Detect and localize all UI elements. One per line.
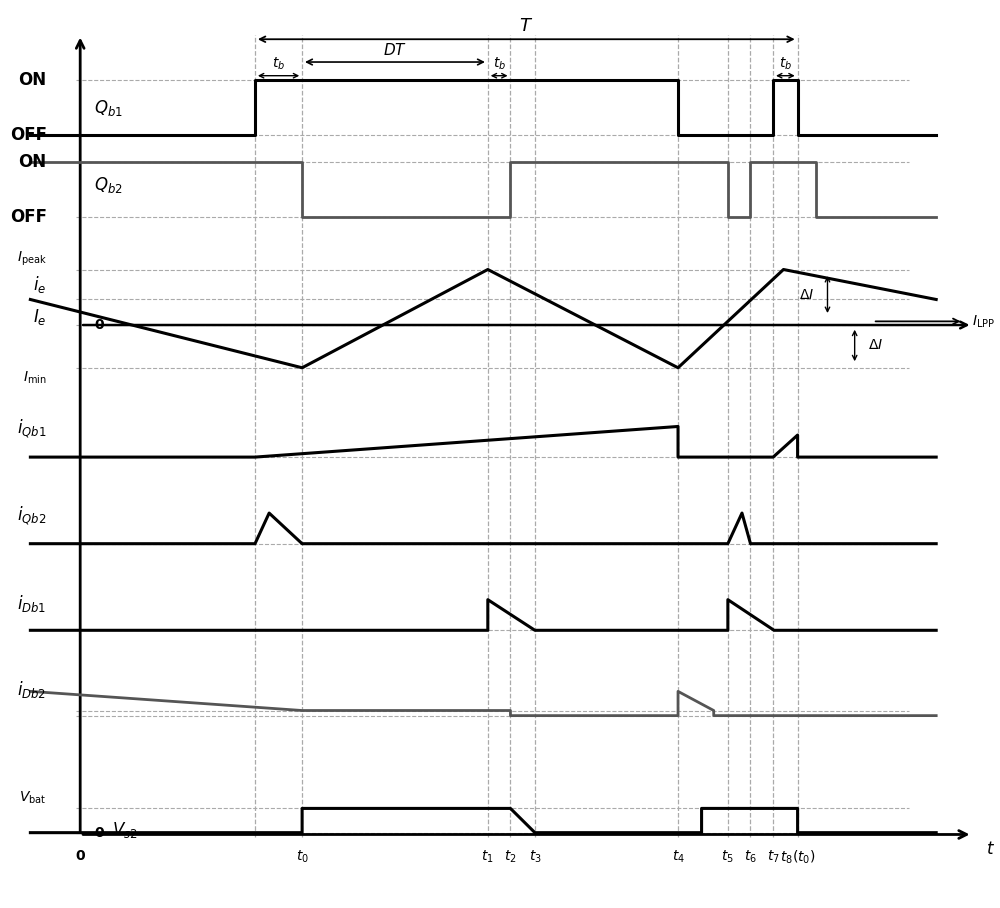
Text: $I_\mathrm{min}$: $I_\mathrm{min}$ — [23, 370, 47, 386]
Text: $I_e$: $I_e$ — [33, 307, 47, 327]
Text: $i_{Qb1}$: $i_{Qb1}$ — [17, 418, 47, 440]
Text: $\Delta I$: $\Delta I$ — [868, 339, 883, 352]
Text: $DT$: $DT$ — [383, 43, 407, 58]
Text: $I_\mathrm{LPP}$: $I_\mathrm{LPP}$ — [972, 313, 995, 330]
Text: $t_3$: $t_3$ — [529, 849, 541, 865]
Text: $t_7$: $t_7$ — [767, 849, 780, 865]
Text: $t_b$: $t_b$ — [272, 55, 285, 72]
Text: $t_6$: $t_6$ — [744, 849, 757, 865]
Text: $i_{Qb2}$: $i_{Qb2}$ — [17, 504, 47, 527]
Text: ON: ON — [19, 71, 47, 89]
Text: $t_b$: $t_b$ — [493, 55, 506, 72]
Text: $T$: $T$ — [519, 16, 533, 35]
Text: $Q_{b1}$: $Q_{b1}$ — [94, 97, 123, 118]
Text: $Q_{b2}$: $Q_{b2}$ — [94, 175, 123, 195]
Text: ON: ON — [19, 153, 47, 172]
Text: $t_8(t_0)$: $t_8(t_0)$ — [780, 849, 815, 866]
Text: $I_\mathrm{peak}$: $I_\mathrm{peak}$ — [17, 250, 47, 268]
Text: $t_1$: $t_1$ — [481, 849, 494, 865]
Text: $i_{Db2}$: $i_{Db2}$ — [17, 679, 47, 700]
Text: $t_0$: $t_0$ — [296, 849, 309, 865]
Text: $t_b$: $t_b$ — [779, 55, 792, 72]
Text: $\Delta I$: $\Delta I$ — [799, 288, 814, 301]
Text: $t$: $t$ — [986, 840, 995, 858]
Text: $t_2$: $t_2$ — [504, 849, 517, 865]
Text: $V_{s2}$: $V_{s2}$ — [112, 820, 138, 840]
Text: OFF: OFF — [10, 208, 47, 226]
Text: $i_e$: $i_e$ — [33, 274, 47, 295]
Text: OFF: OFF — [10, 126, 47, 144]
Text: $t_5$: $t_5$ — [721, 849, 734, 865]
Text: $\mathbf{0}$: $\mathbf{0}$ — [94, 318, 105, 332]
Text: $t_4$: $t_4$ — [672, 849, 685, 865]
Text: $\mathbf{0}$: $\mathbf{0}$ — [94, 825, 105, 840]
Text: $i_{Db1}$: $i_{Db1}$ — [17, 593, 47, 614]
Text: $\mathbf{0}$: $\mathbf{0}$ — [75, 849, 86, 864]
Text: $V_\mathrm{bat}$: $V_\mathrm{bat}$ — [19, 789, 47, 805]
